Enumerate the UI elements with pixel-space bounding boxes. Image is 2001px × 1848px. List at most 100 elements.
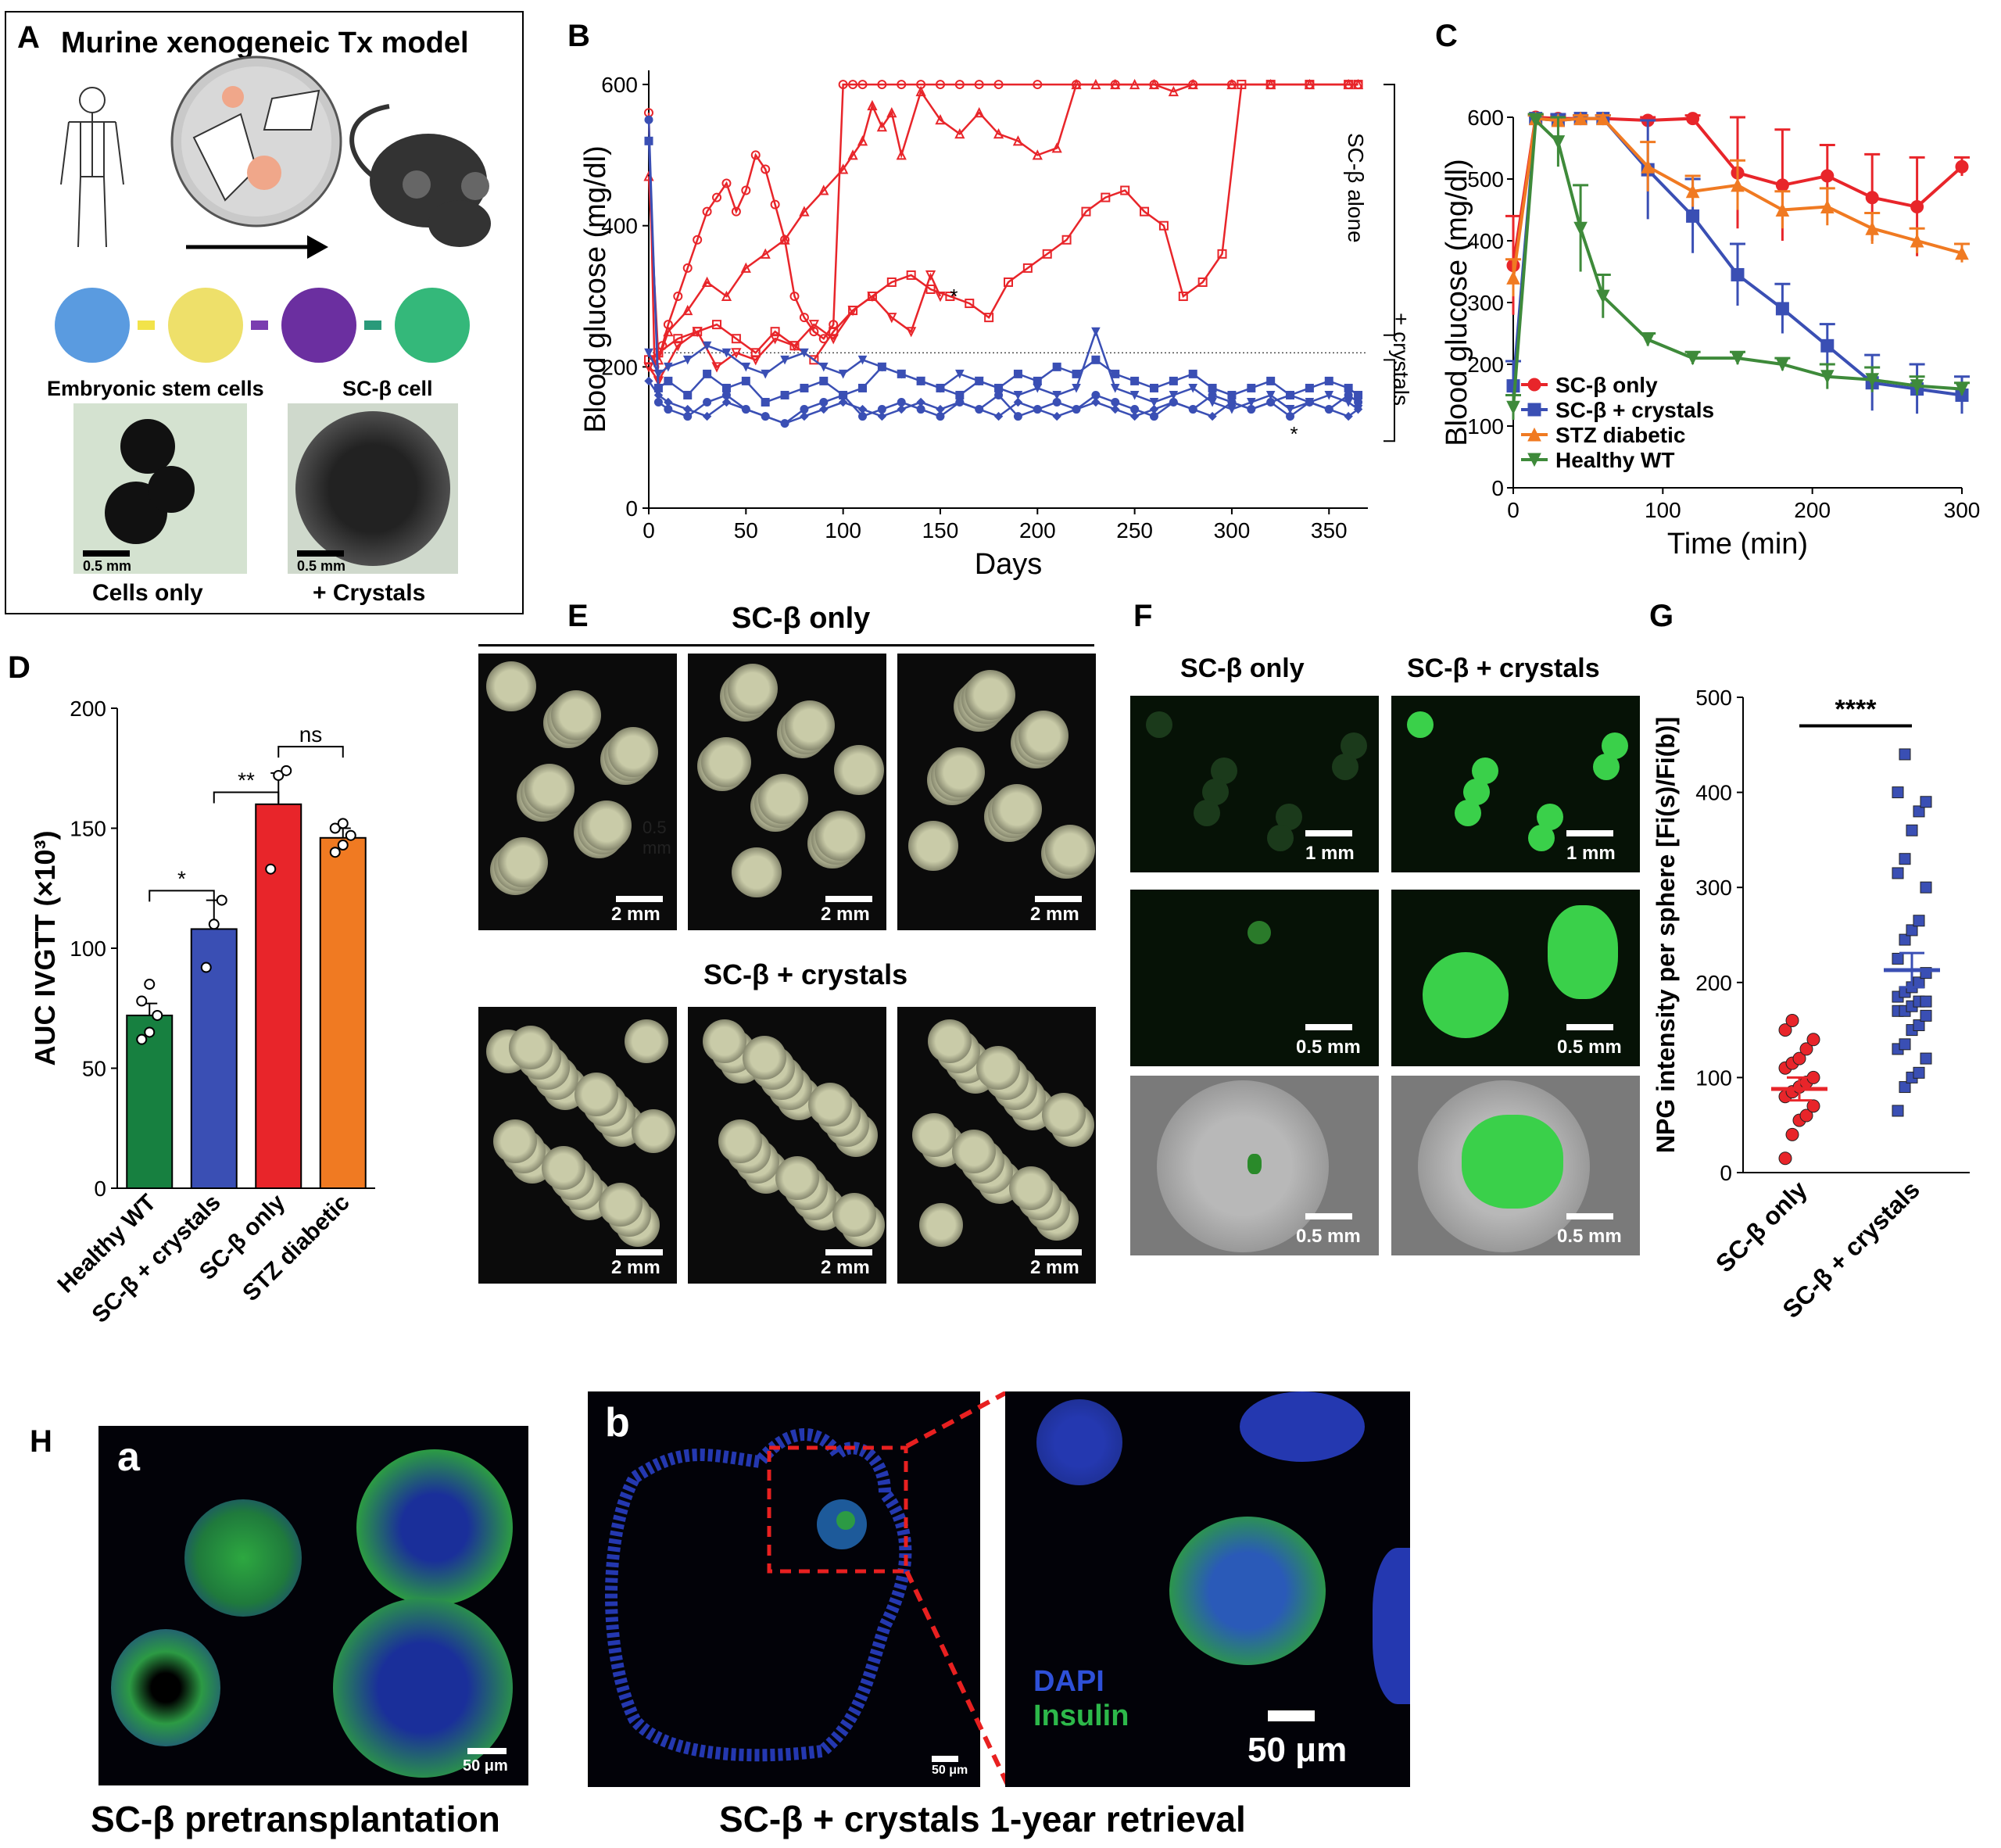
bracket-top-label: SC-β alone [1344, 133, 1368, 243]
b-point [1013, 369, 1022, 378]
e-scale-label: 2 mm [611, 904, 660, 925]
b-point [721, 397, 732, 407]
b-point [1071, 78, 1082, 90]
c-point [1595, 111, 1610, 126]
c-point [1775, 202, 1790, 217]
e-micrograph: 2 mm [897, 1007, 1096, 1284]
b-point [1012, 135, 1024, 146]
b-point [1188, 383, 1198, 393]
b-point [779, 234, 790, 245]
b-point [741, 404, 751, 414]
g-point [1920, 1009, 1932, 1022]
d-point [216, 894, 227, 906]
h-b-scale-label: 50 μm [932, 1764, 968, 1777]
d-y-tick-label: 200 [70, 697, 106, 721]
c-y-tick-label: 600 [1467, 106, 1504, 130]
b-x-label: Days [975, 548, 1043, 581]
b-point [858, 383, 868, 392]
g-y-tick-label: 0 [1720, 1161, 1732, 1185]
b-point [838, 163, 849, 174]
f-scale-label: 0.5 mm [1557, 1226, 1622, 1247]
b-point [644, 376, 653, 386]
b-point [683, 404, 693, 414]
b-point [740, 262, 751, 273]
b-series-line-1 [647, 83, 1358, 360]
b-point [1033, 404, 1043, 414]
b-point [1208, 383, 1217, 392]
b-y-tick-label: 400 [601, 214, 638, 238]
g-point [1892, 952, 1904, 965]
g-point [1785, 1127, 1799, 1141]
b-point [644, 348, 653, 358]
b-point [780, 418, 789, 428]
d-y-label: AUC IVGTT (×10³) [29, 830, 61, 1065]
b-point [683, 390, 693, 399]
b-point [1051, 142, 1062, 153]
c-point [1865, 221, 1880, 235]
g-point [1778, 1023, 1792, 1037]
c-point [1775, 178, 1789, 192]
b-point [1305, 80, 1315, 90]
b-point [1344, 390, 1353, 399]
b-point [945, 292, 955, 302]
g-point [1920, 1052, 1932, 1065]
b-point [1353, 80, 1363, 90]
b-point [1130, 376, 1140, 385]
e-title-top: SC-β only [732, 602, 871, 635]
c-legend-marker [1527, 427, 1541, 442]
h-a-scale-label: 50 μm [463, 1757, 508, 1775]
f-scale-label: 1 mm [1566, 843, 1616, 864]
b-point [897, 80, 907, 90]
f-micrograph: 0.5 mm [1130, 890, 1379, 1066]
c-legend-label: STZ diabetic [1555, 423, 1685, 447]
b-point [867, 99, 878, 111]
human-figure-icon [60, 87, 124, 248]
g-point [1899, 1038, 1911, 1051]
d-point [136, 995, 148, 1007]
b-point [1090, 78, 1101, 90]
d-bar [319, 836, 367, 1189]
b-series-line-4 [647, 120, 1359, 425]
d-bar [255, 803, 302, 1190]
b-point [906, 327, 917, 338]
b-point [664, 397, 673, 407]
b-point [965, 299, 975, 309]
b-point [721, 383, 731, 392]
b-point [644, 136, 653, 145]
c-y-tick-label: 100 [1467, 414, 1504, 439]
b-point [702, 206, 712, 217]
c-point [1910, 233, 1924, 248]
b-point [1247, 398, 1256, 407]
c-legend-label: Healthy WT [1555, 448, 1674, 472]
b-point [761, 164, 771, 174]
b-point [643, 362, 654, 373]
c-point [1573, 111, 1588, 126]
b-x-tick-label: 350 [1311, 518, 1348, 543]
b-point [672, 341, 683, 352]
b-point [974, 106, 985, 118]
b-point [1013, 397, 1023, 407]
d-point [144, 979, 156, 990]
h-zoom-scale-label: 50 μm [1247, 1731, 1348, 1769]
b-point [1081, 206, 1091, 217]
b-point [1149, 404, 1159, 414]
b-point [857, 355, 868, 365]
b-point [838, 80, 848, 90]
b-point [1148, 78, 1160, 90]
b-point [1324, 376, 1333, 385]
b-point [1344, 383, 1353, 392]
c-legend-label: SC-β only [1555, 373, 1658, 397]
c-point [1955, 382, 1969, 396]
c-y-label: Blood glucose (mg/dl) [1441, 159, 1473, 446]
c-x-tick-label: 200 [1794, 498, 1831, 522]
b-point [653, 369, 664, 379]
b-point [954, 80, 965, 90]
b-point [984, 313, 994, 323]
g-point [1799, 1042, 1813, 1056]
d-point [200, 962, 212, 973]
crystals-scale-label: 0.5 mm [297, 558, 346, 574]
c-legend-marker [1527, 378, 1541, 392]
f-scale-label: 0.5 mm [1557, 1037, 1622, 1058]
g-point [1913, 805, 1925, 818]
c-point [1731, 351, 1745, 366]
